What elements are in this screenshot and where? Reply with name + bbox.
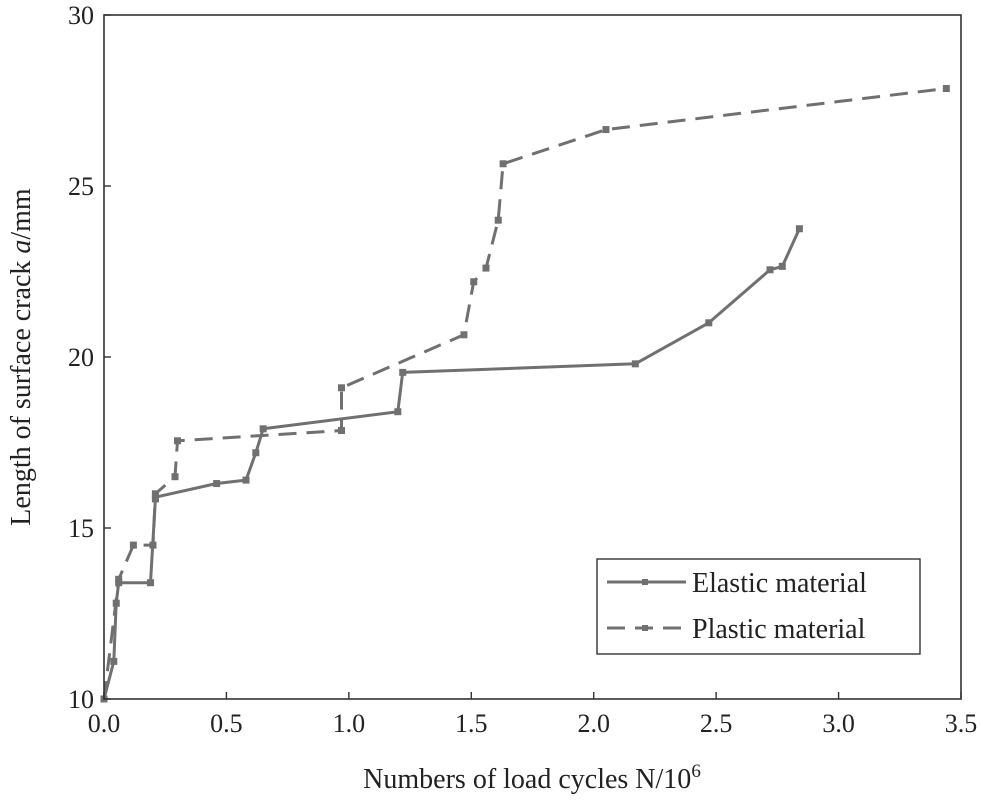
y-tick-label: 10 xyxy=(68,685,94,714)
x-tick-label: 0.0 xyxy=(88,709,121,738)
y-tick-label: 20 xyxy=(68,343,94,372)
y-axis-title-variable: a xyxy=(6,240,37,254)
legend-box xyxy=(596,558,921,655)
data-point-plastic xyxy=(499,160,507,168)
data-point-plastic xyxy=(173,437,181,445)
x-tick-label: 0.5 xyxy=(210,709,243,738)
data-point-elastic xyxy=(213,480,221,488)
data-point-plastic xyxy=(494,216,502,224)
data-point-plastic xyxy=(171,473,179,481)
y-tick-label: 25 xyxy=(68,172,94,201)
legend: Elastic material Plastic material xyxy=(596,558,921,655)
data-point-elastic xyxy=(394,408,402,416)
data-point-elastic xyxy=(778,262,786,270)
ticks-layer: 0.0 0.5 1.0 1.5 2.0 2.5 3.0 3.5 10 15 20 25 30 xyxy=(68,1,977,738)
data-point-elastic xyxy=(242,476,250,484)
x-tick-label: 2.5 xyxy=(700,709,733,738)
legend-label-elastic: Elastic material xyxy=(692,568,867,599)
data-point-elastic xyxy=(705,319,713,327)
y-tick-label: 15 xyxy=(68,514,94,543)
data-point-plastic xyxy=(482,264,490,272)
data-point-elastic xyxy=(795,225,803,233)
y-tick-label: 30 xyxy=(68,1,94,30)
series-layer xyxy=(100,85,950,703)
data-point-elastic xyxy=(399,368,407,376)
data-point-plastic xyxy=(602,126,610,134)
data-point-plastic xyxy=(115,575,123,583)
x-tick-label: 3.0 xyxy=(822,709,855,738)
x-tick-label: 3.5 xyxy=(945,709,978,738)
y-axis-title: Length of surface crack a/mm xyxy=(6,188,37,526)
x-tick-label: 1.5 xyxy=(455,709,488,738)
data-point-plastic xyxy=(129,541,137,549)
legend-marker-plastic xyxy=(642,625,648,631)
x-tick-label: 2.0 xyxy=(577,709,610,738)
legend-marker-elastic xyxy=(642,579,648,585)
x-axis-title: Numbers of load cycles N/106 xyxy=(363,761,701,795)
x-axis-title-superscript: 6 xyxy=(691,761,701,782)
data-point-elastic xyxy=(252,449,260,457)
data-point-elastic xyxy=(110,657,118,665)
data-point-plastic xyxy=(338,384,346,392)
legend-entry-elastic: Elastic material xyxy=(607,568,867,599)
data-point-plastic xyxy=(338,427,346,435)
data-point-plastic xyxy=(460,331,468,339)
legend-label-plastic: Plastic material xyxy=(692,614,866,645)
x-tick-label: 1.0 xyxy=(333,709,366,738)
data-point-plastic xyxy=(151,490,159,498)
y-axis-title-unit: /mm xyxy=(6,188,37,240)
data-point-elastic xyxy=(147,579,155,587)
x-axis-title-text: Numbers of load cycles N/10 xyxy=(363,764,691,795)
data-point-elastic xyxy=(631,360,639,368)
series-line-plastic xyxy=(102,87,947,700)
data-point-elastic xyxy=(259,425,267,433)
data-point-plastic xyxy=(149,541,157,549)
data-point-elastic xyxy=(766,266,774,274)
legend-entry-plastic: Plastic material xyxy=(607,614,866,645)
data-point-plastic xyxy=(470,278,478,286)
y-axis-title-prefix: Length of surface crack xyxy=(6,254,37,526)
data-point-plastic xyxy=(942,85,950,93)
